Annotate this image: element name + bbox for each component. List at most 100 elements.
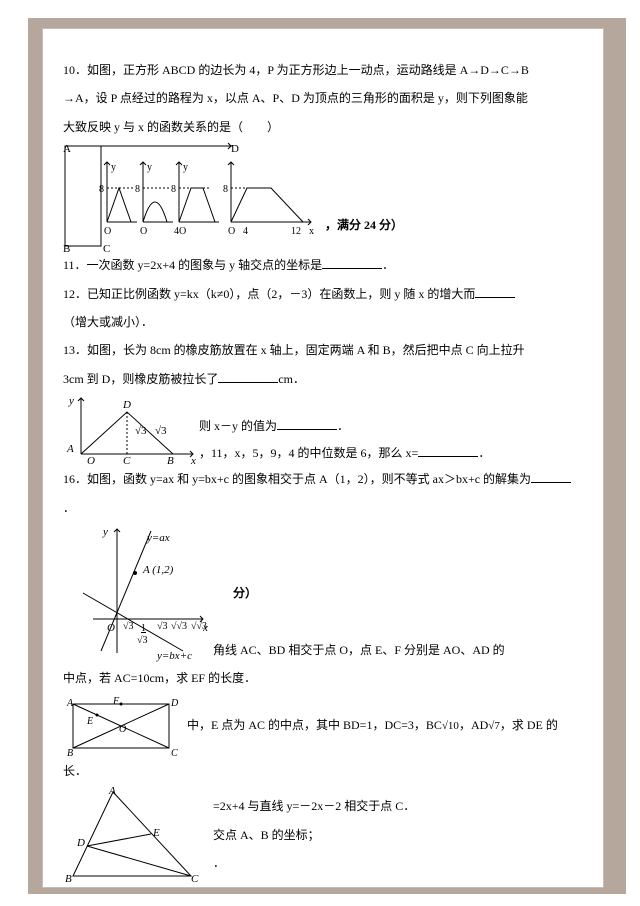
svg-text:D: D: [76, 837, 85, 849]
q16: 16．如图，函数 y=ax 和 y=bx+c 的图象相交于点 A（1，2），则不…: [63, 466, 583, 492]
q10-score: ，满分 24 分）: [325, 212, 403, 238]
q17a: 角线 AC、BD 相交于点 O，点 E、F 分别是 AO、AD 的: [213, 643, 505, 657]
svg-text:C: C: [171, 748, 178, 758]
q13-line1: 13．如图，长为 8cm 的橡皮筋放置在 x 轴上，固定两端 A 和 B，然后把…: [63, 337, 583, 363]
q18a: 中，E 点为 AC 的中点，其中 BD=1，DC=3，BC: [187, 718, 442, 732]
svg-text:y: y: [147, 162, 152, 173]
svg-text:O: O: [87, 455, 95, 466]
q17-line2: 中点，若 AC=10cm，求 EF 的长度．: [63, 665, 583, 691]
q16-dot: ．: [63, 495, 583, 521]
svg-text:y: y: [68, 395, 74, 407]
svg-text:8: 8: [171, 184, 176, 195]
svg-text:D: D: [231, 143, 239, 155]
q18b: 求 DE 的: [512, 718, 558, 732]
svg-text:y: y: [102, 526, 108, 538]
svg-text:A: A: [108, 786, 116, 797]
q18-ad: AD: [471, 718, 488, 732]
svg-text:O: O: [119, 724, 126, 735]
svg-text:B: B: [65, 873, 72, 885]
svg-text:y: y: [111, 162, 116, 173]
document-content: 10．如图，正方形 ABCD 的边长为 4，P 为正方形边上一动点，运动路线是 …: [63, 57, 583, 886]
svg-text:F: F: [112, 696, 120, 707]
svg-text:8: 8: [99, 184, 104, 195]
q16-score: 分）: [233, 586, 257, 600]
svg-text:O: O: [140, 226, 147, 237]
svg-text:O: O: [228, 226, 235, 237]
svg-text:4: 4: [243, 226, 248, 237]
svg-text:√3: √3: [157, 621, 168, 632]
page-frame-inner: 10．如图，正方形 ABCD 的边长为 4，P 为正方形边上一动点，运动路线是 …: [42, 28, 604, 888]
q18-line2: 长．: [63, 758, 583, 784]
q16-score-block: 分）: [233, 580, 257, 606]
q18-figure-row: A D E B C =2x+4 与直线 y=－2x－2 相交于点 C． 交点 A…: [63, 786, 583, 886]
svg-text:O: O: [104, 226, 111, 237]
q13b: 3cm 到 D，则橡皮筋被拉长了: [63, 372, 218, 386]
q17-figure-row: A F D E O B C 中，E 点为 AC 的中点，其中 BD=1，DC=3…: [63, 694, 583, 758]
svg-text:C: C: [103, 243, 110, 252]
svg-text:√3: √3: [135, 425, 147, 437]
svg-text:D: D: [122, 399, 131, 411]
svg-text:√√3: √√3: [191, 621, 207, 632]
q14: 则 x－y 的值为． ，11，x，5，9，4 的中位数是 6，那么 x=．: [199, 413, 490, 466]
svg-text:1: 1: [141, 623, 146, 634]
svg-text:B: B: [67, 748, 73, 758]
q11: 11．一次函数 y=2x+4 的图象与 y 轴交点的坐标是．: [63, 252, 583, 278]
q12a: 12．已知正比例函数 y=kx（k≠0），点（2，－3）在函数上，则 y 随 x…: [63, 287, 475, 301]
q14a: 则 x－y 的值为: [199, 419, 277, 433]
q12-blank: [475, 285, 515, 298]
q12-line2: （增大或减小）．: [63, 309, 583, 335]
svg-text:x: x: [309, 226, 314, 237]
q13-diagram: y x A O C B D √3 √3: [63, 394, 203, 466]
svg-text:√3: √3: [123, 621, 134, 632]
q13-unit: cm．: [278, 372, 305, 386]
svg-text:B: B: [167, 455, 174, 466]
svg-text:D: D: [170, 698, 179, 709]
svg-text:√3: √3: [137, 635, 148, 646]
q19-block: =2x+4 与直线 y=－2x－2 相交于点 C． 交点 A、B 的坐标； ．: [213, 793, 415, 878]
q14-blank1: [277, 417, 337, 430]
svg-text:y=bx+c: y=bx+c: [156, 650, 192, 662]
q10-figure-row: A D B C y 8 O y 8: [63, 142, 583, 252]
q16-blank: [531, 470, 571, 483]
svg-text:12: 12: [291, 226, 301, 237]
q17-diagram: A F D E O B C: [63, 694, 183, 758]
q11-blank: [322, 256, 382, 269]
q18-diagram: A D E B C: [63, 786, 203, 886]
q10-line2: →A，设 P 点经过的路程为 x，以点 A、P、D 为顶点的三角形的面积是 y，…: [63, 85, 583, 111]
svg-text:4O: 4O: [174, 226, 186, 237]
page-frame-outer: 10．如图，正方形 ABCD 的边长为 4，P 为正方形边上一动点，运动路线是 …: [28, 18, 626, 894]
q10-line1: 10．如图，正方形 ABCD 的边长为 4，P 为正方形边上一动点，运动路线是 …: [63, 57, 583, 83]
q10-line3: 大致反映 y 与 x 的函数关系的是（ ）: [63, 114, 583, 140]
svg-text:A (1,2): A (1,2): [142, 564, 174, 576]
svg-text:x: x: [190, 455, 196, 466]
q16-diagram: y x O y=ax y=bx+c A (1,2) √3 1 √3 √3 √√3…: [63, 523, 213, 663]
svg-text:A: A: [66, 443, 74, 455]
q13-figure-row: y x A O C B D √3 √3 则 x－y 的值为． ，11，x，5，9…: [63, 394, 583, 466]
svg-text:C: C: [123, 455, 131, 466]
q16-text: 16．如图，函数 y=ax 和 y=bx+c 的图象相交于点 A（1，2），则不…: [63, 472, 531, 486]
svg-text:E: E: [152, 827, 160, 839]
svg-text:A: A: [66, 698, 74, 709]
svg-text:√√3: √√3: [171, 621, 187, 632]
svg-text:E: E: [86, 716, 93, 727]
svg-text:y=ax: y=ax: [146, 532, 170, 544]
q19a: =2x+4 与直线 y=－2x－2 相交于点 C．: [213, 793, 415, 819]
q19b: 交点 A、B 的坐标；: [213, 822, 415, 848]
svg-text:8: 8: [223, 184, 228, 195]
q11-text: 11．一次函数 y=2x+4 的图象与 y 轴交点的坐标是: [63, 258, 322, 272]
q14-blank2: [418, 444, 478, 457]
svg-text:y: y: [183, 162, 188, 173]
svg-text:√3: √3: [155, 425, 167, 437]
q14b: ，11，x，5，9，4 的中位数是 6，那么 x=: [199, 446, 418, 460]
q13-line2: 3cm 到 D，则橡皮筋被拉长了 cm．: [63, 366, 583, 392]
q12-line1: 12．已知正比例函数 y=kx（k≠0），点（2，－3）在函数上，则 y 随 x…: [63, 281, 583, 307]
svg-text:8: 8: [135, 184, 140, 195]
q10-diagram: A D B C y 8 O y 8: [63, 142, 323, 252]
svg-text:A: A: [63, 143, 71, 155]
q18-line1: 中，E 点为 AC 的中点，其中 BD=1，DC=3，BC√10，AD√7，求 …: [187, 712, 558, 738]
svg-text:C: C: [191, 873, 199, 885]
svg-text:B: B: [63, 243, 70, 252]
q17-line1: 角线 AC、BD 相交于点 O，点 E、F 分别是 AO、AD 的: [213, 637, 583, 663]
q19c: ．: [213, 850, 415, 876]
q13-blank: [218, 370, 278, 383]
